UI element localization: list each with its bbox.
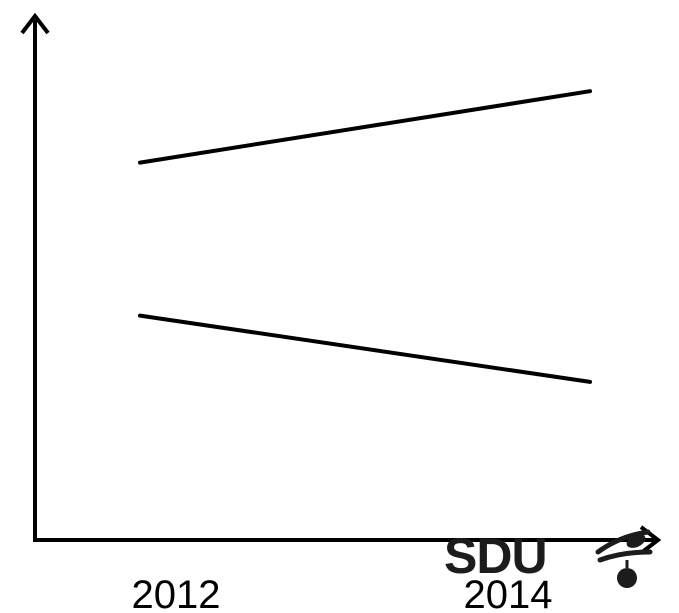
series-layer <box>138 89 592 384</box>
apple-branch-icon <box>595 529 653 588</box>
sdu-logo: SDU <box>444 528 653 588</box>
x-tick-label-2014: 2014 <box>464 573 553 613</box>
x-tick-label-2012: 2012 <box>132 573 221 613</box>
series-line-2 <box>138 313 592 384</box>
x-tick-labels: 2012 2014 <box>132 573 553 613</box>
logo-text: SDU <box>444 528 547 584</box>
series-line-1 <box>138 89 592 165</box>
y-axis-arrowhead <box>20 12 50 35</box>
